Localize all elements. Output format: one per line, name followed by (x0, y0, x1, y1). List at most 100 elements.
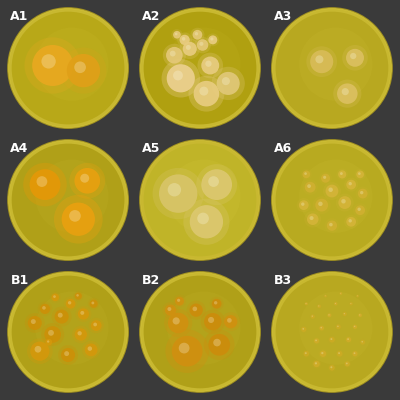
Circle shape (80, 174, 89, 183)
Text: B2: B2 (142, 274, 161, 287)
Circle shape (188, 76, 224, 112)
Circle shape (324, 294, 328, 298)
Circle shape (330, 338, 332, 340)
Circle shape (48, 330, 54, 336)
Circle shape (356, 295, 359, 297)
Circle shape (163, 44, 186, 67)
Circle shape (348, 182, 352, 185)
Circle shape (304, 351, 309, 356)
Circle shape (338, 352, 340, 354)
Circle shape (360, 191, 364, 194)
Circle shape (344, 215, 358, 229)
Circle shape (159, 174, 198, 213)
Circle shape (179, 343, 190, 354)
Circle shape (177, 299, 180, 302)
Circle shape (337, 326, 339, 327)
Circle shape (302, 328, 304, 330)
Circle shape (307, 214, 318, 225)
Circle shape (69, 163, 105, 199)
Circle shape (8, 140, 128, 260)
Circle shape (54, 195, 103, 244)
Circle shape (330, 366, 332, 368)
Circle shape (320, 327, 322, 328)
Text: A4: A4 (10, 142, 29, 155)
Circle shape (197, 213, 209, 224)
Circle shape (35, 292, 108, 365)
Circle shape (92, 302, 94, 304)
Circle shape (76, 294, 79, 297)
Circle shape (323, 176, 326, 179)
Circle shape (212, 299, 222, 309)
Circle shape (346, 362, 348, 364)
Circle shape (346, 49, 364, 67)
Circle shape (345, 362, 350, 366)
Circle shape (336, 194, 354, 212)
Circle shape (167, 64, 195, 92)
Circle shape (182, 37, 185, 41)
Circle shape (318, 305, 320, 306)
Circle shape (183, 199, 230, 245)
Circle shape (346, 337, 351, 342)
Circle shape (334, 302, 338, 306)
Circle shape (38, 302, 52, 316)
Circle shape (175, 297, 184, 306)
Circle shape (52, 306, 72, 326)
Circle shape (153, 168, 204, 219)
Circle shape (336, 350, 344, 358)
Circle shape (319, 172, 332, 185)
Circle shape (69, 210, 81, 222)
Circle shape (162, 302, 179, 318)
Circle shape (85, 344, 98, 356)
Circle shape (204, 313, 222, 330)
Circle shape (359, 314, 360, 316)
Circle shape (328, 313, 331, 317)
Circle shape (187, 301, 206, 320)
Circle shape (31, 319, 36, 324)
Circle shape (165, 304, 176, 316)
Circle shape (312, 316, 313, 317)
Circle shape (42, 306, 46, 310)
Circle shape (356, 294, 360, 298)
Circle shape (206, 34, 219, 46)
Circle shape (183, 42, 197, 56)
Circle shape (327, 220, 337, 231)
Circle shape (41, 323, 64, 346)
Circle shape (313, 337, 320, 345)
Circle shape (58, 345, 78, 365)
Circle shape (333, 301, 338, 306)
Circle shape (66, 299, 76, 309)
Circle shape (47, 340, 49, 343)
Circle shape (304, 302, 308, 306)
Circle shape (338, 170, 346, 178)
Text: A5: A5 (142, 142, 161, 155)
Circle shape (358, 189, 368, 198)
Circle shape (276, 276, 388, 388)
Circle shape (333, 80, 362, 108)
Circle shape (346, 180, 356, 190)
Circle shape (358, 314, 362, 317)
Circle shape (12, 144, 124, 256)
Circle shape (328, 188, 333, 192)
Circle shape (78, 331, 82, 336)
Circle shape (167, 28, 240, 101)
Circle shape (144, 12, 256, 124)
Circle shape (171, 29, 182, 40)
Circle shape (348, 219, 352, 222)
Text: B3: B3 (274, 274, 292, 287)
Circle shape (61, 348, 75, 362)
Text: A3: A3 (274, 10, 292, 24)
Circle shape (305, 182, 316, 192)
Circle shape (326, 312, 332, 318)
Circle shape (344, 313, 345, 314)
Circle shape (73, 291, 84, 301)
Circle shape (44, 326, 61, 343)
Circle shape (359, 339, 366, 346)
Circle shape (227, 318, 232, 323)
Circle shape (198, 53, 223, 78)
Circle shape (180, 38, 200, 59)
Circle shape (307, 184, 311, 188)
Circle shape (301, 202, 304, 206)
Circle shape (360, 340, 365, 344)
Text: A6: A6 (274, 142, 292, 155)
Circle shape (339, 292, 343, 296)
